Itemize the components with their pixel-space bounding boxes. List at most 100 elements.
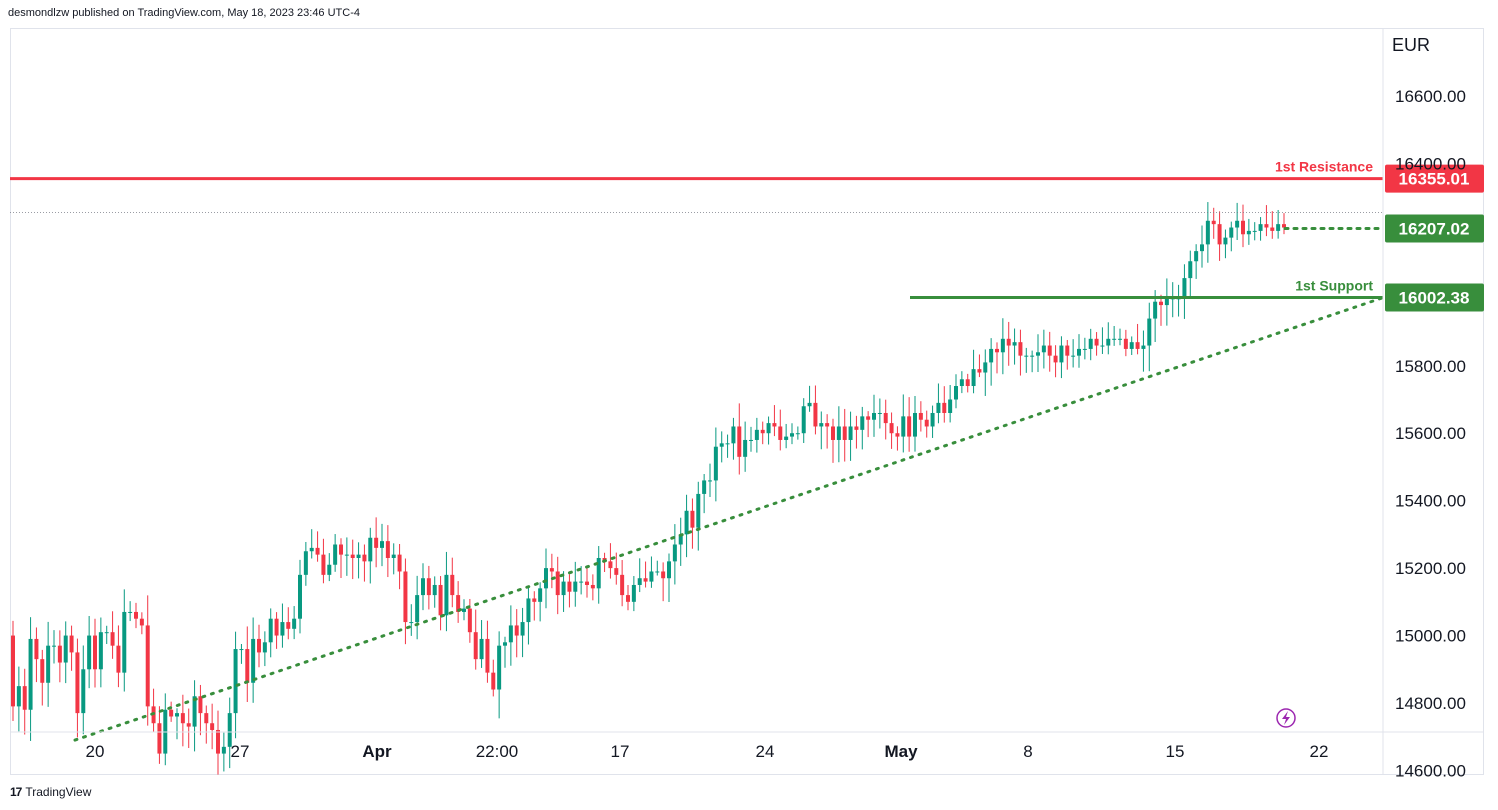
candle-body [110, 632, 115, 646]
candle-body [368, 537, 373, 562]
candle [579, 566, 584, 595]
candle-body [918, 412, 923, 420]
candle-body [795, 433, 800, 435]
candle [1141, 330, 1146, 372]
candle-body [198, 696, 203, 714]
candle-body [444, 574, 449, 616]
candle-body [362, 554, 367, 562]
candle-body [239, 649, 244, 651]
candle-body [667, 561, 671, 579]
candle [52, 630, 56, 664]
candle [491, 659, 496, 697]
candle [901, 394, 906, 453]
candle-body [749, 439, 753, 441]
candle [303, 541, 308, 586]
candle-body [1100, 345, 1105, 347]
footer-brand[interactable]: TradingView [25, 785, 92, 799]
candle [350, 539, 355, 580]
candle [590, 574, 595, 601]
tradingview-logo-icon[interactable]: 17 [10, 785, 22, 799]
candle-body [631, 584, 636, 602]
candle [274, 612, 279, 649]
candle-body [901, 416, 906, 437]
candle [526, 585, 531, 645]
candle [913, 395, 917, 452]
candle-body [1217, 224, 1222, 245]
candle-body [1018, 342, 1023, 356]
candle [280, 603, 285, 648]
candle-body [1200, 244, 1204, 252]
candle-body [262, 642, 267, 653]
candle-body [415, 595, 420, 623]
candle [626, 584, 630, 611]
candle-body [63, 635, 68, 663]
candle [725, 434, 730, 458]
candle-body [350, 554, 355, 558]
candle-body [1264, 224, 1269, 228]
candle [1123, 329, 1128, 357]
candle [315, 531, 320, 562]
candle-body [836, 426, 841, 440]
candle-body [989, 348, 994, 363]
candle [778, 409, 783, 451]
candle [983, 349, 988, 396]
level-label: 1st Resistance [1275, 159, 1373, 175]
candle-body [1276, 224, 1281, 231]
candle [503, 636, 507, 668]
candle-body [303, 551, 308, 575]
candle-body [801, 406, 806, 434]
candle [1012, 328, 1017, 365]
candle [1018, 329, 1023, 376]
publisher-header: desmondlzw published on TradingView.com,… [8, 7, 360, 19]
candle-body [825, 423, 830, 427]
candle-body [614, 568, 619, 575]
candle [877, 398, 882, 429]
x-tick-label: 24 [756, 742, 775, 761]
candle [245, 626, 250, 702]
candle [1270, 211, 1275, 239]
candle [655, 560, 660, 576]
candle-body [221, 746, 226, 754]
candle [760, 421, 765, 445]
candle [1000, 318, 1005, 375]
candle [298, 559, 302, 634]
candle [104, 625, 109, 644]
candle [842, 408, 847, 462]
candle-body [1205, 220, 1210, 245]
candle [1129, 336, 1134, 355]
candle [532, 591, 537, 621]
candle-body [526, 598, 531, 623]
candle-body [52, 645, 56, 647]
candle-body [872, 412, 876, 420]
candle [860, 406, 865, 450]
candle [836, 406, 841, 463]
candle-body [848, 426, 853, 440]
candle [854, 415, 859, 449]
candle-body [1118, 338, 1122, 340]
candle-body [649, 571, 654, 582]
candle [1182, 264, 1187, 319]
candle-body [122, 611, 127, 673]
candle [1276, 209, 1281, 239]
candle [631, 576, 636, 612]
candle [1047, 331, 1052, 372]
lightning-icon[interactable] [1276, 708, 1296, 728]
y-tick-label: 15800.00 [1395, 357, 1466, 376]
candle [16, 666, 21, 732]
x-tick-label: 20 [86, 742, 105, 761]
candle-body [28, 638, 33, 710]
candle-body [971, 369, 976, 387]
candle-body [1135, 342, 1140, 349]
candle-body [590, 584, 595, 589]
candle [1252, 222, 1257, 241]
candle [942, 386, 947, 423]
candle [1135, 323, 1140, 355]
candle [585, 568, 589, 598]
candle-body [983, 362, 988, 373]
candle [1258, 217, 1263, 241]
candle-body [514, 625, 519, 636]
candle-body [438, 584, 443, 616]
candle [145, 595, 150, 726]
candle [198, 684, 203, 736]
